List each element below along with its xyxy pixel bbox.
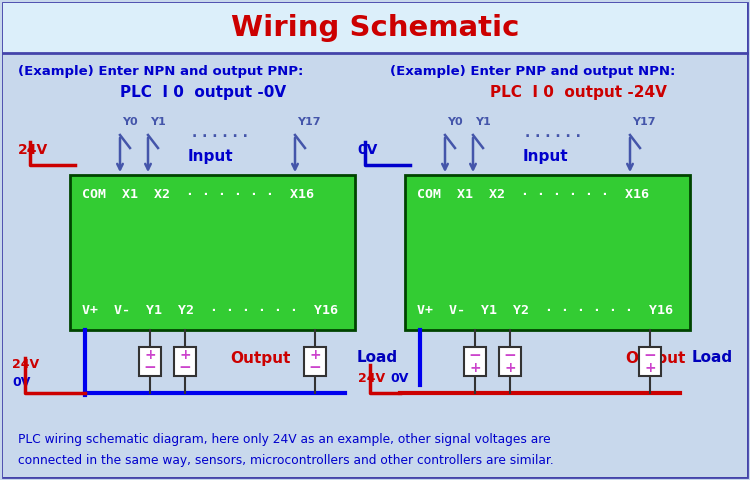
Text: 0V: 0V (390, 372, 408, 384)
Text: V+  V-  Y1  Y2  · · · · · ·  Y16: V+ V- Y1 Y2 · · · · · · Y16 (417, 303, 673, 316)
Text: Y0: Y0 (122, 117, 138, 127)
Bar (304, 347, 326, 376)
Text: Input: Input (188, 149, 232, 165)
Text: −: − (644, 348, 656, 362)
Bar (139, 347, 161, 376)
Text: 0V: 0V (357, 143, 377, 157)
Text: . . . . . .: . . . . . . (525, 126, 581, 140)
Text: −: − (309, 360, 321, 375)
Bar (3, 53, 747, 477)
Text: Y17: Y17 (297, 117, 320, 127)
Text: Output: Output (625, 350, 686, 365)
Text: −: − (178, 360, 191, 375)
Text: . . . . . .: . . . . . . (192, 126, 248, 140)
Text: Y1: Y1 (150, 117, 166, 127)
Text: Input: Input (522, 149, 568, 165)
Text: Y17: Y17 (632, 117, 656, 127)
Text: +: + (470, 361, 481, 375)
Bar (499, 347, 521, 376)
Text: +: + (144, 348, 156, 362)
Text: PLC wiring schematic diagram, here only 24V as an example, other signal voltages: PLC wiring schematic diagram, here only … (18, 433, 554, 467)
Text: Output: Output (230, 350, 290, 365)
Bar (3, 3, 747, 53)
Text: −: − (144, 360, 156, 375)
Text: +: + (179, 348, 190, 362)
Text: −: − (469, 348, 482, 362)
Text: 0V: 0V (12, 375, 30, 388)
Text: V+  V-  Y1  Y2  · · · · · ·  Y16: V+ V- Y1 Y2 · · · · · · Y16 (82, 303, 338, 316)
Text: PLC  I 0  output -24V: PLC I 0 output -24V (490, 85, 667, 100)
Text: +: + (644, 361, 656, 375)
Text: Y0: Y0 (447, 117, 463, 127)
Text: Load: Load (357, 350, 398, 365)
Text: Load: Load (692, 350, 733, 365)
Text: (Example) Enter NPN and output PNP:: (Example) Enter NPN and output PNP: (18, 65, 303, 79)
Text: +: + (309, 348, 321, 362)
Text: 24V: 24V (358, 372, 386, 384)
Bar (70, 175, 355, 330)
Bar (405, 175, 690, 330)
Text: (Example) Enter PNP and output NPN:: (Example) Enter PNP and output NPN: (390, 65, 675, 79)
Text: +: + (504, 361, 516, 375)
Text: Y1: Y1 (475, 117, 490, 127)
Text: Wiring Schematic: Wiring Schematic (231, 14, 519, 42)
Bar (639, 347, 661, 376)
Bar (464, 347, 486, 376)
Text: COM  X1  X2  · · · · · ·  X16: COM X1 X2 · · · · · · X16 (417, 189, 649, 202)
Text: 24V: 24V (12, 359, 39, 372)
Text: PLC  I 0  output -0V: PLC I 0 output -0V (120, 85, 286, 100)
Text: 24V: 24V (18, 143, 48, 157)
Text: COM  X1  X2  · · · · · ·  X16: COM X1 X2 · · · · · · X16 (82, 189, 314, 202)
Bar (174, 347, 196, 376)
Text: −: − (504, 348, 516, 362)
